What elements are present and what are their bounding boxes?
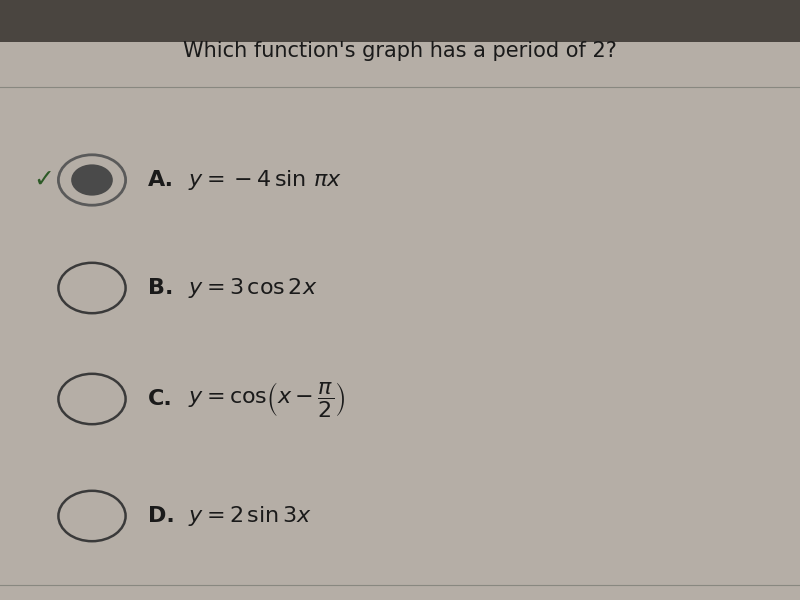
Text: C.: C.: [148, 389, 173, 409]
Circle shape: [58, 155, 126, 205]
Text: $y = -4\,\sin\,\pi x$: $y = -4\,\sin\,\pi x$: [188, 168, 342, 192]
Text: $y = \cos\!\left(x - \dfrac{\pi}{2}\right)$: $y = \cos\!\left(x - \dfrac{\pi}{2}\righ…: [188, 379, 346, 419]
Text: $y = 2\,\sin 3x$: $y = 2\,\sin 3x$: [188, 504, 312, 528]
Text: Which function's graph has a period of 2?: Which function's graph has a period of 2…: [183, 41, 617, 61]
Circle shape: [58, 374, 126, 424]
Circle shape: [58, 263, 126, 313]
Circle shape: [71, 164, 113, 196]
Bar: [0, 0, 800, 42]
Circle shape: [58, 491, 126, 541]
Text: B.: B.: [148, 278, 174, 298]
Text: D.: D.: [148, 506, 174, 526]
Text: A.: A.: [148, 170, 174, 190]
Text: ✓: ✓: [34, 168, 54, 192]
Text: $y = 3\,\cos 2x$: $y = 3\,\cos 2x$: [188, 276, 318, 300]
